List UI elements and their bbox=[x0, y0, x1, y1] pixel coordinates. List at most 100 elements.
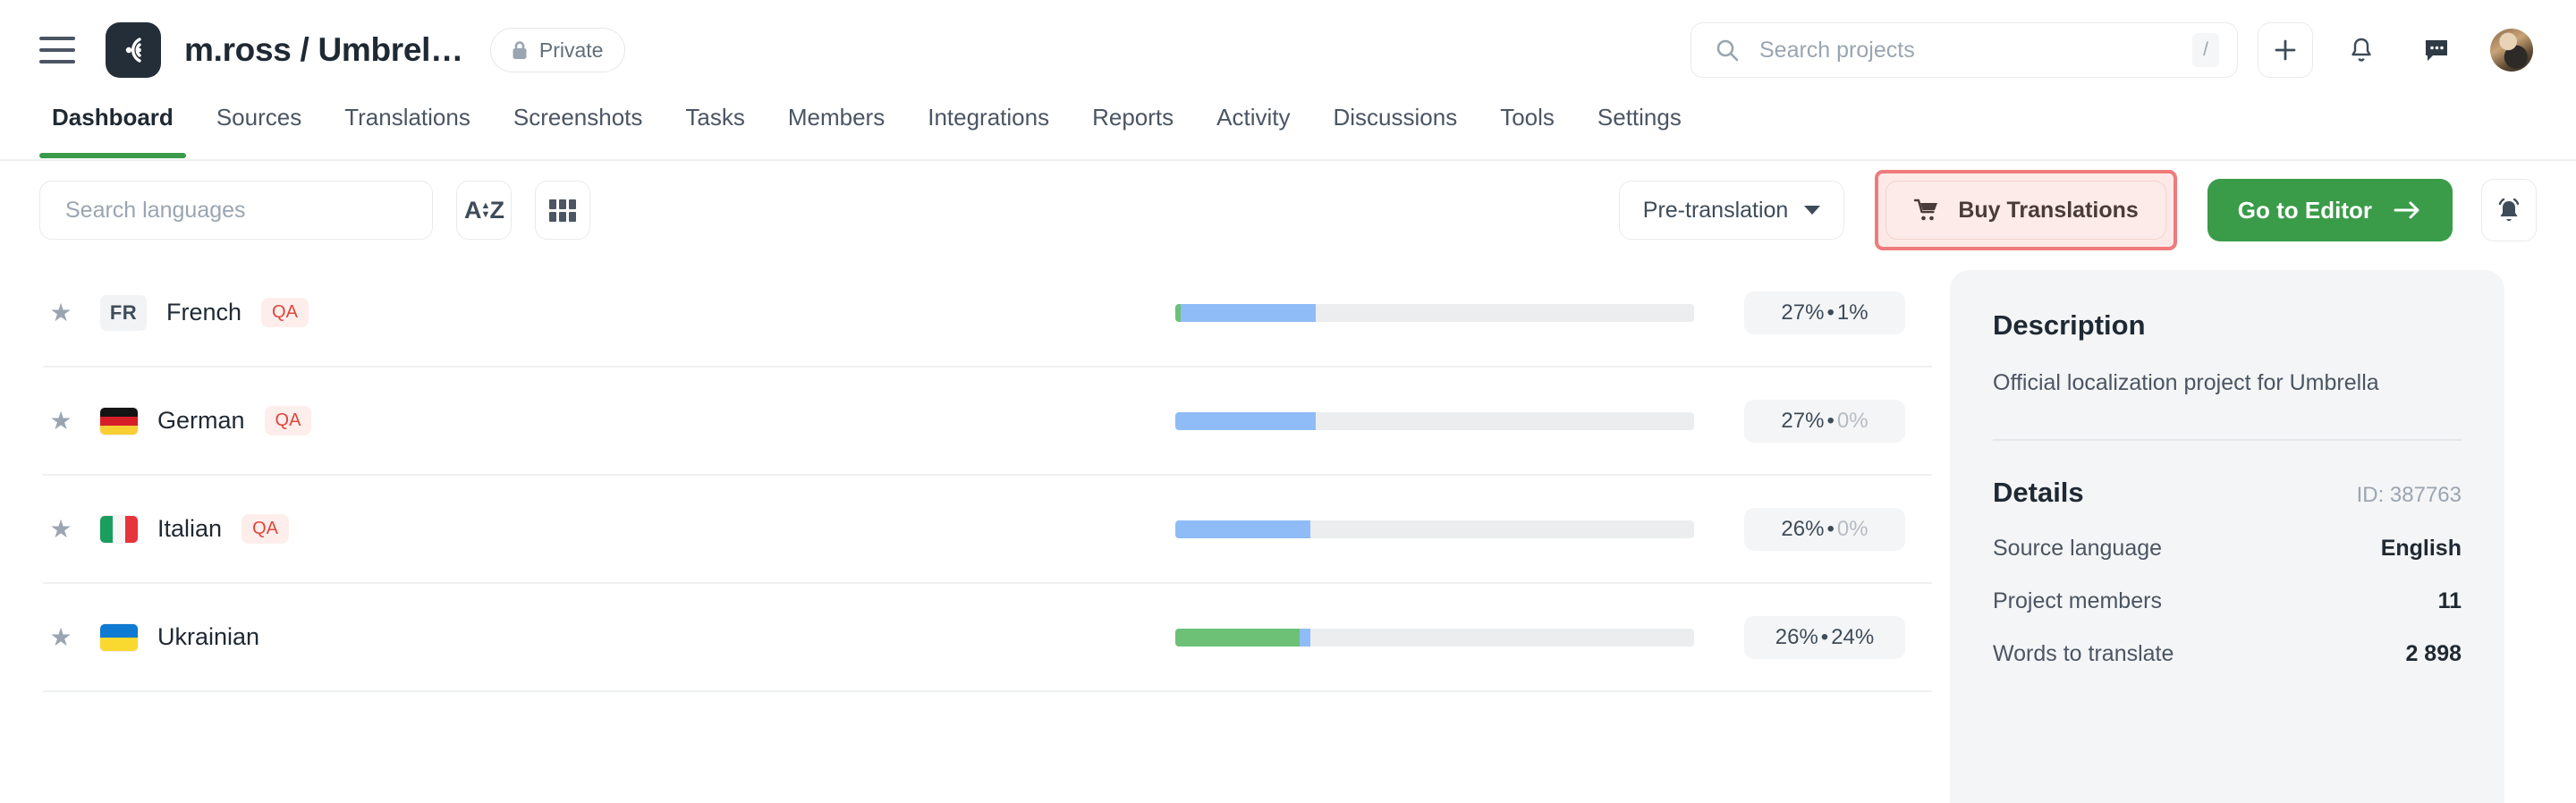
notifications-button[interactable] bbox=[2334, 22, 2388, 78]
project-info-panel: Description Official localization projec… bbox=[1950, 270, 2504, 803]
chevron-down-icon bbox=[1804, 206, 1821, 215]
go-to-editor-button[interactable]: Go to Editor bbox=[2207, 179, 2453, 241]
approved-pct: 24% bbox=[1831, 624, 1875, 649]
progress-bar bbox=[1175, 411, 1694, 430]
description-title: Description bbox=[1993, 309, 2146, 341]
star-icon[interactable]: ★ bbox=[49, 623, 72, 651]
project-id: ID: 387763 bbox=[2356, 483, 2462, 507]
avatar[interactable] bbox=[2490, 29, 2533, 72]
tab-screenshots[interactable]: Screenshots bbox=[513, 104, 643, 131]
bell-icon bbox=[2351, 38, 2371, 62]
tab-integrations[interactable]: Integrations bbox=[928, 104, 1050, 131]
flag-icon-ua bbox=[100, 623, 138, 651]
detail-project-members: Project members 11 bbox=[1993, 588, 2462, 614]
dashboard-body: ★ FR French QA 27% • 1% ★ German QA bbox=[0, 259, 2576, 803]
progress-pill: 26% • 0% bbox=[1744, 507, 1905, 551]
chat-bubble-icon bbox=[2426, 40, 2447, 61]
pre-translation-dropdown[interactable]: Pre-translation bbox=[1618, 181, 1845, 240]
table-row[interactable]: ★ Italian QA 26% • 0% bbox=[43, 476, 1932, 584]
detail-source-language: Source language English bbox=[1993, 536, 2462, 562]
progress-bar bbox=[1175, 303, 1694, 322]
tab-reports[interactable]: Reports bbox=[1092, 104, 1174, 131]
search-projects-input[interactable]: Search projects / bbox=[1690, 22, 2238, 78]
approved-pct: 0% bbox=[1836, 516, 1868, 541]
translated-pct: 27% bbox=[1781, 408, 1825, 433]
details-header: Details ID: 387763 bbox=[1993, 477, 2462, 509]
language-name: Italian bbox=[157, 515, 223, 542]
header-actions: Search projects / bbox=[1690, 22, 2533, 78]
translated-pct: 26% bbox=[1775, 624, 1818, 649]
buy-translations-button[interactable]: Buy Translations bbox=[1885, 181, 2166, 240]
toolbar-actions: Pre-translation Buy Translations Go to E… bbox=[1618, 170, 2537, 250]
search-languages-placeholder: Search languages bbox=[65, 197, 246, 223]
add-new-button[interactable] bbox=[2258, 22, 2313, 78]
shopping-cart-icon bbox=[1914, 199, 1938, 221]
tab-activity[interactable]: Activity bbox=[1216, 104, 1291, 131]
detail-label: Source language bbox=[1993, 536, 2163, 561]
grid-view-icon bbox=[549, 199, 576, 222]
star-icon[interactable]: ★ bbox=[49, 407, 72, 435]
table-row[interactable]: ★ German QA 27% • 0% bbox=[43, 368, 1932, 476]
pill-separator: • bbox=[1826, 408, 1835, 433]
star-icon[interactable]: ★ bbox=[49, 515, 72, 543]
tab-sources[interactable]: Sources bbox=[216, 104, 302, 131]
approved-pct: 0% bbox=[1836, 408, 1868, 433]
tab-dashboard[interactable]: Dashboard bbox=[30, 100, 195, 158]
search-shortcut-badge: / bbox=[2192, 33, 2219, 67]
project-nav-tabs: Dashboard Sources Translations Screensho… bbox=[0, 100, 2576, 161]
plus-icon bbox=[2275, 39, 2296, 61]
search-languages-input[interactable]: Search languages bbox=[39, 181, 433, 240]
languages-toolbar: Search languages A ▲ ▼ Z Pre-translation Bu bbox=[0, 161, 2576, 259]
flag-icon-it bbox=[100, 515, 138, 543]
tab-tasks[interactable]: Tasks bbox=[685, 104, 745, 131]
progress-bar bbox=[1175, 628, 1694, 647]
detail-value: English bbox=[2380, 536, 2462, 561]
star-icon[interactable]: ★ bbox=[49, 299, 72, 326]
divider bbox=[1993, 439, 2462, 441]
lock-icon bbox=[513, 41, 527, 59]
detail-label: Project members bbox=[1993, 588, 2162, 613]
tab-settings[interactable]: Settings bbox=[1597, 104, 1682, 131]
languages-table: ★ FR French QA 27% • 1% ★ German QA bbox=[0, 259, 1932, 803]
progress-pill: 27% • 1% bbox=[1744, 291, 1905, 334]
translated-pct: 26% bbox=[1781, 516, 1825, 541]
qa-badge[interactable]: QA bbox=[242, 514, 289, 544]
tab-translations[interactable]: Translations bbox=[344, 104, 470, 131]
tab-discussions[interactable]: Discussions bbox=[1333, 104, 1458, 131]
alerts-button[interactable] bbox=[2481, 179, 2537, 241]
sort-alpha-button[interactable]: A ▲ ▼ Z bbox=[456, 181, 512, 240]
qa-badge[interactable]: QA bbox=[264, 406, 312, 435]
bell-ring-icon bbox=[2498, 198, 2520, 222]
project-logo-icon[interactable] bbox=[106, 22, 161, 78]
pre-translation-label: Pre-translation bbox=[1642, 197, 1789, 223]
visibility-label: Private bbox=[538, 38, 604, 62]
translated-pct: 27% bbox=[1781, 300, 1825, 325]
table-row[interactable]: ★ FR French QA 27% • 1% bbox=[43, 259, 1932, 368]
search-icon bbox=[1716, 39, 1739, 62]
pill-separator: • bbox=[1826, 516, 1835, 541]
tab-tools[interactable]: Tools bbox=[1500, 104, 1555, 131]
search-projects-placeholder: Search projects bbox=[1759, 37, 1915, 63]
detail-value: 2 898 bbox=[2405, 641, 2462, 666]
go-to-editor-label: Go to Editor bbox=[2237, 196, 2372, 224]
buy-translations-highlight-ring: Buy Translations bbox=[1875, 170, 2177, 250]
progress-pill: 26% • 24% bbox=[1744, 615, 1905, 659]
page-title: m.ross / Umbrel… bbox=[184, 31, 463, 68]
tab-members[interactable]: Members bbox=[787, 104, 886, 131]
progress-bar bbox=[1175, 520, 1694, 538]
detail-value: 11 bbox=[2437, 588, 2462, 613]
description-text: Official localization project for Umbrel… bbox=[1993, 370, 2379, 395]
flag-icon-de bbox=[100, 407, 138, 435]
qa-badge[interactable]: QA bbox=[261, 298, 309, 327]
table-row[interactable]: ★ Ukrainian 26% • 24% bbox=[43, 584, 1932, 692]
hamburger-icon[interactable] bbox=[39, 37, 75, 63]
grid-view-button[interactable] bbox=[535, 181, 590, 240]
buy-translations-label: Buy Translations bbox=[1958, 197, 2139, 223]
language-code-badge: FR bbox=[100, 294, 147, 331]
progress-pill: 27% • 0% bbox=[1744, 399, 1905, 443]
sort-alpha-icon: A ▲ ▼ Z bbox=[464, 196, 504, 224]
arrow-right-icon bbox=[2394, 201, 2419, 219]
detail-words-to-translate: Words to translate 2 898 bbox=[1993, 641, 2462, 667]
messages-button[interactable] bbox=[2410, 22, 2463, 78]
details-title: Details bbox=[1993, 477, 2084, 508]
